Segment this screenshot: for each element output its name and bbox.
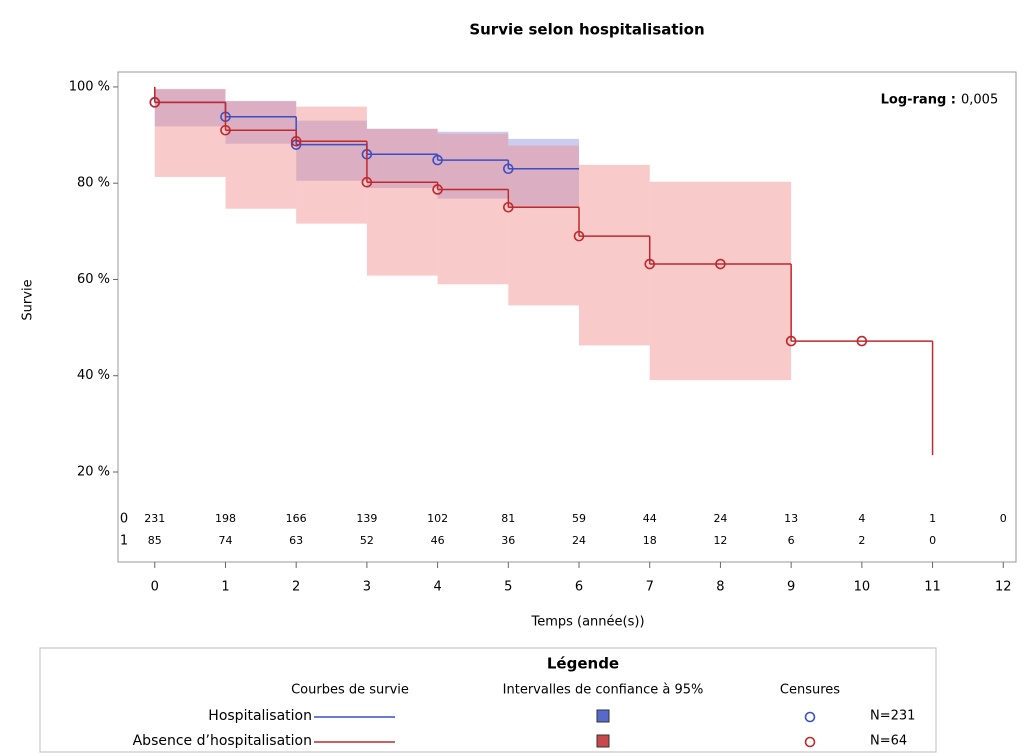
x-tick-label: 11 (924, 580, 941, 595)
at-risk-count: 24 (713, 512, 727, 525)
confidence-band (508, 138, 580, 208)
legend-label: Hospitalisation (208, 708, 312, 724)
at-risk-count: 102 (427, 512, 448, 525)
censor-marker (785, 335, 797, 347)
confidence-band (437, 133, 509, 285)
legend-n: N=64 (870, 734, 907, 749)
at-risk-count: 59 (572, 512, 586, 525)
confidence-band (649, 181, 792, 381)
confidence-band (296, 120, 367, 181)
confidence-band (508, 145, 580, 306)
confidence-band (437, 131, 509, 199)
at-risk-group: 1 (120, 534, 128, 549)
censor-marker (290, 136, 302, 147)
censor-marker (361, 176, 373, 188)
x-tick-label: 7 (646, 580, 654, 595)
plot-frame (117, 71, 1017, 563)
confidence-band (154, 88, 226, 177)
x-tick-label: 3 (363, 580, 371, 595)
legend-band-swatch (596, 709, 610, 723)
at-risk-count: 1 (929, 512, 936, 525)
at-risk-count: 24 (572, 534, 586, 547)
at-risk-count: 85 (148, 534, 162, 547)
at-risk-count: 231 (144, 512, 165, 525)
x-tick-label: 10 (854, 580, 871, 595)
censor-marker (856, 335, 868, 347)
x-tick-label: 4 (433, 580, 441, 595)
at-risk-count: 0 (1000, 512, 1007, 525)
legend-band-swatch (596, 734, 610, 748)
y-axis-label: Survie (21, 279, 36, 320)
legend-title: Légende (547, 655, 619, 673)
at-risk-count: 13 (784, 512, 798, 525)
at-risk-count: 46 (431, 534, 445, 547)
legend-column: Intervalles de confiance à 95% (503, 683, 704, 698)
x-tick-label: 9 (787, 580, 795, 595)
confidence-band (225, 101, 297, 209)
legend-censor (804, 711, 816, 723)
x-tick-label: 12 (995, 580, 1012, 595)
at-risk-count: 12 (713, 534, 727, 547)
y-tick-label: 20 % (77, 464, 110, 479)
confidence-band (366, 128, 438, 189)
at-risk-count: 139 (356, 512, 377, 525)
at-risk-group: 0 (120, 512, 128, 527)
confidence-band (154, 89, 226, 127)
at-risk-count: 0 (929, 534, 936, 547)
legend-label: Absence d’hospitalisation (133, 733, 312, 749)
at-risk-count: 18 (643, 534, 657, 547)
at-risk-count: 4 (858, 512, 865, 525)
y-tick-label: 40 % (77, 368, 110, 383)
chart-title: Survie selon hospitalisation (469, 21, 704, 39)
censor-marker (149, 97, 161, 108)
x-axis-label: Temps (année(s)) (530, 615, 644, 630)
censor-marker (573, 230, 585, 242)
x-tick-label: 2 (292, 580, 300, 595)
censor-marker (220, 124, 231, 136)
at-risk-count: 166 (286, 512, 307, 525)
x-tick-label: 1 (221, 580, 229, 595)
at-risk-count: 52 (360, 534, 374, 547)
confidence-band (225, 100, 297, 144)
censor-marker (503, 201, 514, 213)
at-risk-count: 2 (858, 534, 865, 547)
at-risk-count: 6 (788, 534, 795, 547)
confidence-band (296, 106, 367, 224)
x-tick-label: 6 (575, 580, 583, 595)
legend-censor (804, 736, 816, 748)
censor-marker (432, 184, 443, 195)
confidence-band (366, 128, 438, 276)
x-tick-label: 5 (504, 580, 512, 595)
at-risk-count: 36 (501, 534, 515, 547)
x-tick-label: 8 (716, 580, 724, 595)
at-risk-count: 44 (643, 512, 657, 525)
at-risk-count: 198 (215, 512, 236, 525)
at-risk-count: 63 (289, 534, 303, 547)
confidence-band (579, 164, 650, 346)
censor-marker (644, 258, 656, 270)
y-tick-label: 100 % (69, 79, 110, 94)
censor-marker (503, 163, 514, 175)
x-tick-label: 0 (151, 580, 159, 595)
annotation-label: Log-rang : (881, 93, 956, 108)
censor-marker (432, 154, 443, 166)
at-risk-count: 81 (501, 512, 515, 525)
legend-column: Censures (780, 683, 840, 698)
legend-column: Courbes de survie (291, 683, 409, 698)
censor-marker (715, 258, 726, 270)
at-risk-count: 74 (218, 534, 232, 547)
y-tick-label: 60 % (77, 272, 110, 287)
legend-n: N=231 (870, 709, 915, 724)
y-tick-label: 80 % (77, 176, 110, 191)
annotation-value: 0,005 (961, 93, 998, 108)
legend-box (39, 647, 937, 753)
